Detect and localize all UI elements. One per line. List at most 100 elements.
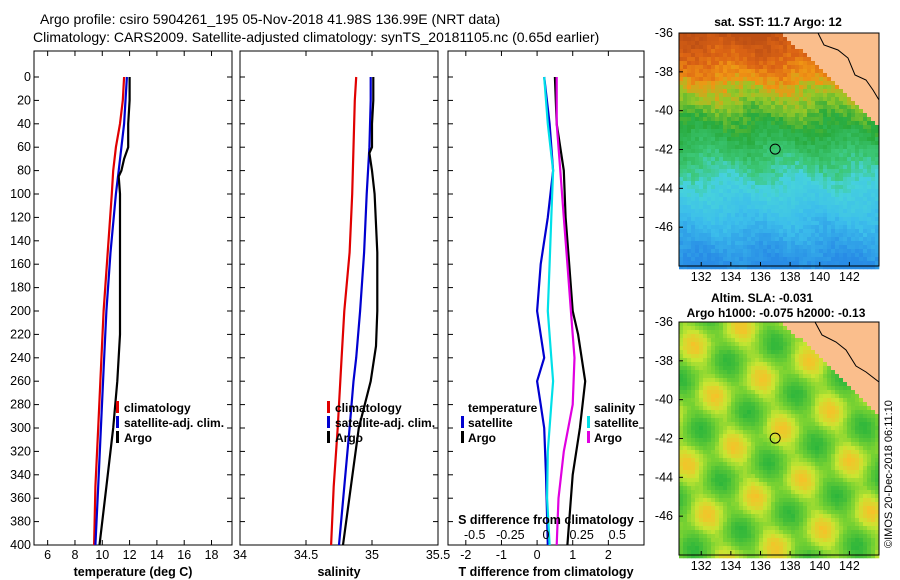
map-cell xyxy=(839,261,844,266)
map-cell xyxy=(711,438,716,443)
map-cell xyxy=(723,342,728,347)
map-cell xyxy=(691,438,696,443)
map-cell xyxy=(695,326,700,331)
map-cell xyxy=(827,125,832,130)
map-cell xyxy=(815,394,820,399)
map-cell xyxy=(819,241,824,246)
map-cell xyxy=(723,193,728,198)
map-cell xyxy=(783,418,788,423)
map-cell xyxy=(775,61,780,66)
map-cell xyxy=(735,85,740,90)
map-cell xyxy=(751,37,756,42)
map-cell xyxy=(867,434,872,439)
map-cell xyxy=(867,69,872,74)
map-cell xyxy=(875,422,880,427)
map-cell xyxy=(851,93,856,98)
map-cell xyxy=(803,121,808,126)
map-cell xyxy=(731,65,736,70)
map-cell xyxy=(739,402,744,407)
map-cell xyxy=(739,430,744,435)
map-cell xyxy=(731,326,736,331)
map-cell xyxy=(811,426,816,431)
map-cell xyxy=(795,37,800,42)
temperature-legend: climatology satellite-adj. clim. Argo xyxy=(116,401,224,445)
map-cell xyxy=(723,133,728,138)
map-cell xyxy=(839,322,844,327)
map-cell xyxy=(703,185,708,190)
map-cell xyxy=(851,225,856,230)
map-cell xyxy=(755,434,760,439)
map-cell xyxy=(719,261,724,266)
map-cell xyxy=(847,386,852,391)
map-cell xyxy=(863,237,868,242)
map-cell xyxy=(739,265,744,270)
map-cell xyxy=(719,161,724,166)
map-cell xyxy=(763,261,768,266)
map-cell xyxy=(691,462,696,467)
map-cell xyxy=(791,358,796,363)
map-cell xyxy=(727,69,732,74)
map-cell xyxy=(843,97,848,102)
map-cell xyxy=(763,257,768,262)
map-cell xyxy=(875,129,880,134)
map-cell xyxy=(815,157,820,162)
map-cell xyxy=(751,458,756,463)
map-cell xyxy=(839,446,844,451)
map-cell xyxy=(711,137,716,142)
map-cell xyxy=(815,41,820,46)
map-cell xyxy=(835,334,840,339)
map-cell xyxy=(835,322,840,327)
map-cell xyxy=(699,225,704,230)
map-cell xyxy=(695,45,700,50)
map-cell xyxy=(731,81,736,86)
map-cell xyxy=(867,346,872,351)
map-cell xyxy=(783,149,788,154)
map-cell xyxy=(743,169,748,174)
map-cell xyxy=(827,221,832,226)
map-cell xyxy=(823,141,828,146)
map-cell xyxy=(863,394,868,399)
map-cell xyxy=(843,338,848,343)
map-cell xyxy=(875,205,880,210)
map-cell xyxy=(871,137,876,142)
map-cell xyxy=(835,366,840,371)
map-cell xyxy=(803,342,808,347)
map-cell xyxy=(743,185,748,190)
map-cell xyxy=(751,253,756,258)
map-cell xyxy=(771,209,776,214)
map-cell xyxy=(835,149,840,154)
map-cell xyxy=(803,434,808,439)
map-cell xyxy=(859,217,864,222)
map-cell xyxy=(699,434,704,439)
map-cell xyxy=(743,53,748,58)
map-cell xyxy=(851,265,856,270)
map-cell xyxy=(815,177,820,182)
map-cell xyxy=(831,141,836,146)
map-cell xyxy=(759,213,764,218)
map-cell xyxy=(747,125,752,130)
map-cell xyxy=(715,414,720,419)
map-cell xyxy=(875,213,880,218)
map-cell xyxy=(819,350,824,355)
map-cell xyxy=(831,45,836,50)
map-cell xyxy=(855,85,860,90)
map-cell xyxy=(731,165,736,170)
map-cell xyxy=(699,438,704,443)
map-cell xyxy=(699,117,704,122)
map-cell xyxy=(807,137,812,142)
map-cell xyxy=(687,113,692,118)
map-cell xyxy=(771,446,776,451)
map-cell xyxy=(783,346,788,351)
map-cell xyxy=(807,398,812,403)
map-cell xyxy=(867,89,872,94)
map-cell xyxy=(871,233,876,238)
map-cell xyxy=(779,402,784,407)
map-cell xyxy=(795,390,800,395)
map-cell xyxy=(807,141,812,146)
map-cell xyxy=(823,450,828,455)
map-cell xyxy=(815,225,820,230)
map-cell xyxy=(743,81,748,86)
map-cell xyxy=(771,137,776,142)
map-cell xyxy=(759,205,764,210)
map-cell xyxy=(807,446,812,451)
